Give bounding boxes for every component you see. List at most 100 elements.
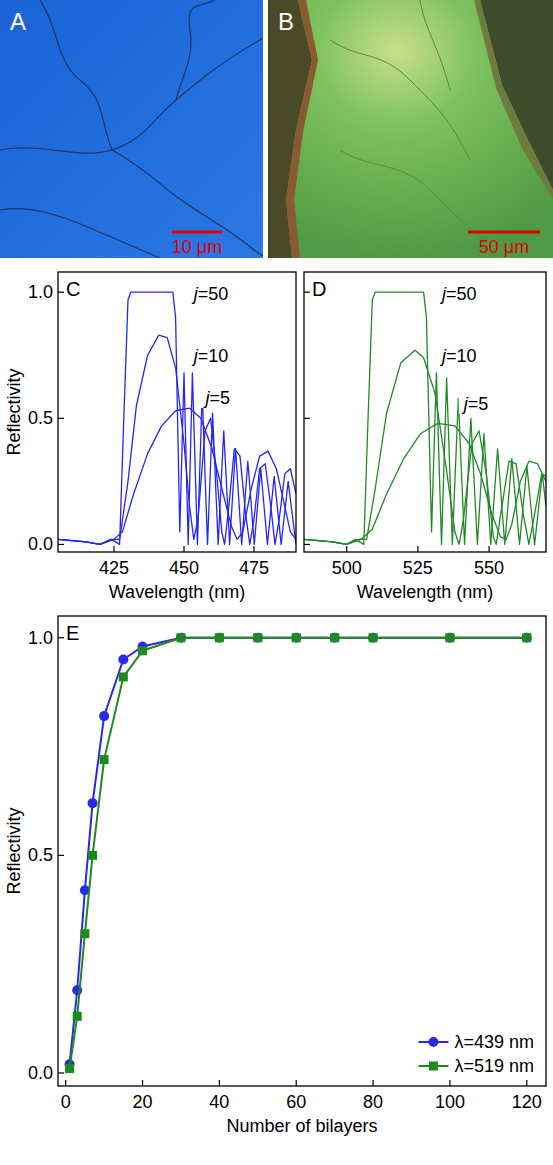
y-tick-label: 0.0 (28, 1063, 53, 1083)
series-line (304, 350, 546, 544)
curve-label-group: j=10 (437, 346, 479, 366)
series-line (58, 292, 296, 544)
x-tick (142, 1080, 143, 1086)
marker (253, 633, 262, 642)
micrograph: A 10 μm (0, 0, 263, 258)
x-tick-label: 60 (286, 1092, 306, 1112)
legend-label: λ=439 nm (454, 1032, 534, 1052)
crack (330, 40, 470, 160)
label-patch (437, 284, 479, 304)
crack (0, 209, 160, 258)
y-axis-title: Reflectivity (4, 807, 24, 894)
chart-panel: 4254504750.00.51.0Wavelength (nm)Reflect… (4, 272, 296, 602)
marker (330, 633, 339, 642)
legend-marker (428, 1037, 438, 1047)
series-line (70, 638, 527, 1069)
label-part: =10 (446, 346, 477, 366)
label-patch (437, 346, 479, 366)
plot-area (304, 292, 546, 544)
scale-bar (468, 231, 540, 234)
marker (138, 646, 147, 655)
y-axis-title: Reflectivity (4, 368, 24, 455)
background (0, 0, 263, 258)
x-tick-label: 550 (474, 558, 504, 578)
x-tick (183, 546, 184, 552)
curve-label-group: j=50 (189, 284, 231, 304)
series-line (58, 335, 296, 544)
micrograph-content (268, 0, 553, 258)
curve-label-group: j=5 (459, 394, 491, 414)
y-tick-label: 0.5 (28, 845, 53, 865)
x-tick-label: 0 (61, 1092, 71, 1112)
x-tick (372, 1080, 373, 1086)
label-part: =5 (468, 394, 489, 414)
x-tick (488, 546, 489, 552)
chart-panel: 0204060801001200.00.51.0Number of bilaye… (4, 616, 546, 1136)
x-tick-label: 425 (99, 558, 129, 578)
x-tick (526, 1080, 527, 1086)
scale-bar-label: 50 μm (479, 237, 529, 257)
marker (522, 633, 531, 642)
marker (330, 633, 340, 643)
y-tick (304, 418, 310, 419)
x-tick (113, 546, 114, 552)
dark-region (480, 0, 553, 190)
marker (522, 633, 532, 643)
plot-area (58, 292, 296, 544)
x-tick (296, 1080, 297, 1086)
scale-bar-label: 10 μm (172, 237, 222, 257)
panel-letter: E (66, 622, 79, 644)
x-tick (219, 1080, 220, 1086)
crack (176, 0, 215, 100)
x-tick-label: 100 (435, 1092, 465, 1112)
y-tick (58, 544, 64, 545)
x-tick-label: 475 (239, 558, 269, 578)
y-tick-label: 0.0 (28, 534, 53, 554)
marker (214, 633, 224, 643)
plot-frame (58, 616, 546, 1086)
legend: λ=439 nmλ=519 nm (418, 1032, 534, 1076)
y-tick-label: 1.0 (28, 282, 53, 302)
plot-area (65, 633, 532, 1073)
marker (88, 851, 97, 860)
curve-label: j=5 (461, 394, 489, 414)
micrograph: B50 μm (268, 0, 553, 258)
curve-label: j=50 (191, 284, 229, 304)
label-patch (189, 346, 231, 366)
x-tick-label: 40 (209, 1092, 229, 1112)
micrograph-content (0, 0, 263, 258)
series-line (70, 638, 527, 1064)
curve-label-group: j=5 (201, 388, 233, 408)
marker (100, 755, 109, 764)
y-tick (58, 292, 64, 293)
marker (65, 1064, 74, 1073)
label-part: =50 (198, 284, 229, 304)
x-tick (253, 546, 254, 552)
y-tick (58, 418, 64, 419)
panel-letter: D (312, 278, 326, 300)
series-line (304, 423, 546, 544)
chart-panel: 500525550Wavelength (nm)Dj=50j=10j=5 (304, 272, 546, 602)
figure: A10 μmB50 μm4254504750.00.51.0Wavelength… (0, 0, 553, 1165)
x-tick (417, 546, 418, 552)
curve-label: j=5 (203, 388, 231, 408)
x-axis-title: Wavelength (nm) (109, 582, 245, 602)
legend-marker (429, 1062, 438, 1071)
label-part: =5 (210, 388, 231, 408)
x-tick (65, 1080, 66, 1086)
marker (215, 633, 224, 642)
panel-letter: A (10, 8, 26, 35)
y-tick (58, 1072, 64, 1073)
label-patch (459, 394, 491, 414)
y-tick (58, 637, 64, 638)
marker (176, 633, 185, 642)
marker (118, 655, 128, 665)
x-tick-label: 120 (512, 1092, 542, 1112)
series-line (304, 292, 546, 544)
curve-label: j=10 (439, 346, 477, 366)
marker (292, 633, 301, 642)
edge-rim (286, 0, 318, 258)
marker (369, 633, 378, 642)
curve-label-group: j=10 (189, 346, 231, 366)
marker (253, 633, 263, 643)
